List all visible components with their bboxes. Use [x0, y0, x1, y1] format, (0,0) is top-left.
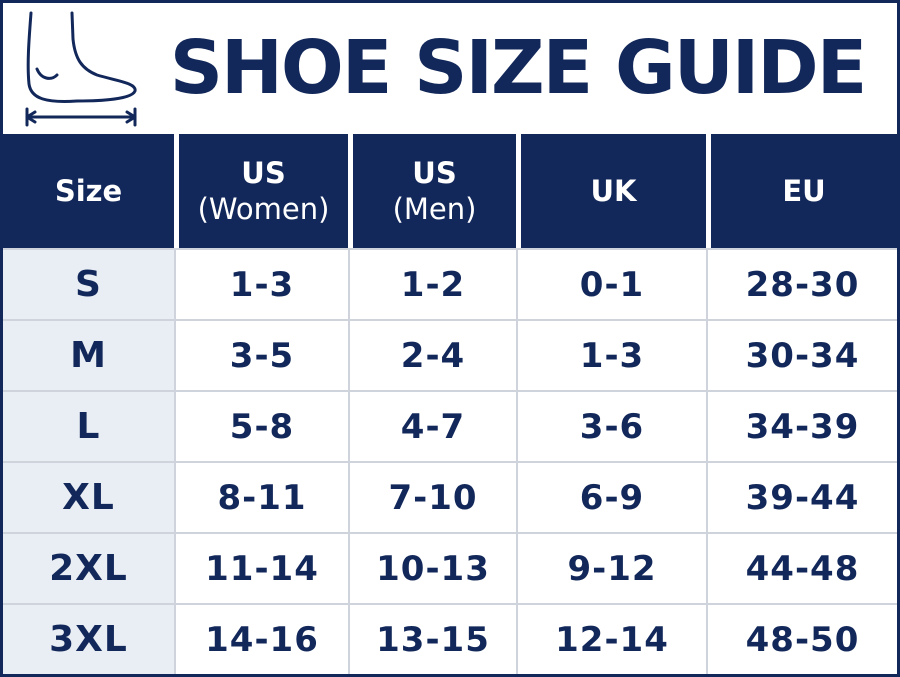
size-value: 1-3: [516, 319, 706, 390]
size-value: 34-39: [706, 390, 897, 461]
header-text: (Women): [197, 192, 330, 226]
size-value: 12-14: [516, 603, 706, 674]
header-text: Size: [54, 174, 123, 208]
size-value: 4-7: [348, 390, 516, 461]
size-value: 3-6: [516, 390, 706, 461]
size-label: M: [3, 319, 174, 390]
column-header: Size: [3, 134, 174, 248]
column-header: EU: [706, 134, 897, 248]
column-header: US (Men): [348, 134, 516, 248]
size-value: 9-12: [516, 532, 706, 603]
column-header: US (Women): [174, 134, 348, 248]
size-value: 13-15: [348, 603, 516, 674]
size-value: 0-1: [516, 248, 706, 319]
size-value: 14-16: [174, 603, 348, 674]
size-value: 30-34: [706, 319, 897, 390]
size-label: XL: [3, 461, 174, 532]
foot-icon: [25, 11, 137, 127]
size-table: Size US (Women) US (Men) UK EU S 1-3 1-2 0-1 28-30 M…: [3, 134, 897, 674]
header-text: EU: [782, 174, 826, 208]
size-value: 2-4: [348, 319, 516, 390]
size-value: 1-2: [348, 248, 516, 319]
size-value: 11-14: [174, 532, 348, 603]
title: SHOE SIZE GUIDE: [169, 25, 868, 111]
size-label: L: [3, 390, 174, 461]
size-label: S: [3, 248, 174, 319]
size-value: 44-48: [706, 532, 897, 603]
size-value: 7-10: [348, 461, 516, 532]
header-text: US: [241, 156, 286, 190]
header-text: UK: [590, 174, 637, 208]
header-text: US: [412, 156, 457, 190]
header-text: (Men): [392, 192, 477, 226]
size-value: 48-50: [706, 603, 897, 674]
size-label: 3XL: [3, 603, 174, 674]
size-value: 3-5: [174, 319, 348, 390]
size-label: 2XL: [3, 532, 174, 603]
size-value: 5-8: [174, 390, 348, 461]
size-value: 39-44: [706, 461, 897, 532]
size-value: 1-3: [174, 248, 348, 319]
header: SHOE SIZE GUIDE: [3, 3, 897, 131]
size-value: 10-13: [348, 532, 516, 603]
size-value: 8-11: [174, 461, 348, 532]
size-value: 6-9: [516, 461, 706, 532]
column-header: UK: [516, 134, 706, 248]
size-value: 28-30: [706, 248, 897, 319]
